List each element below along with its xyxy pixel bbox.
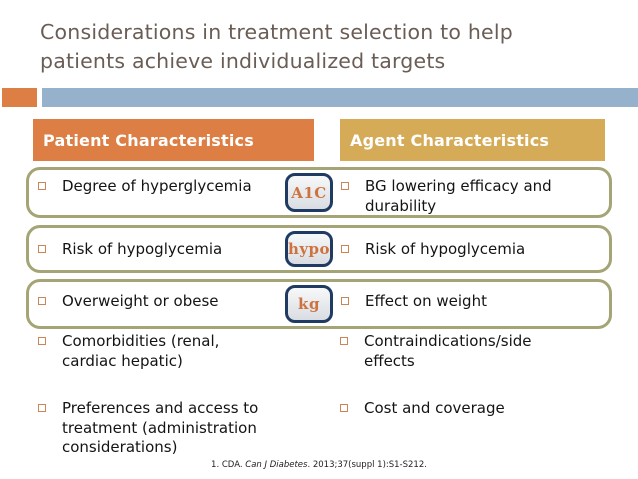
patient-item-text: Risk of hypoglycemia bbox=[62, 240, 223, 258]
patient-header-label: Patient Characteristics bbox=[43, 130, 254, 150]
slide-title-line2: patients achieve individualized targets bbox=[40, 49, 446, 73]
bullet-square-icon bbox=[38, 404, 46, 412]
agent-item-text: BG lowering efficacy and durability bbox=[365, 177, 552, 215]
agent-item: BG lowering efficacy and durability bbox=[341, 177, 569, 216]
bullet-square-icon bbox=[38, 297, 46, 305]
agent-item-text: Risk of hypoglycemia bbox=[365, 240, 526, 258]
agent-item: Cost and coverage bbox=[340, 399, 568, 419]
bullet-square-icon bbox=[340, 337, 348, 345]
patient-item: Preferences and access to treatment (adm… bbox=[38, 399, 276, 458]
patient-item: Comorbidities (renal, cardiac hepatic) bbox=[38, 332, 276, 371]
agent-item-text: Contraindications/side effects bbox=[364, 332, 532, 370]
bullet-square-icon bbox=[341, 297, 349, 305]
agent-item: Effect on weight bbox=[341, 292, 569, 312]
a1c-badge: A1C bbox=[285, 173, 333, 212]
patient-item: Degree of hyperglycemia bbox=[38, 177, 276, 197]
bullet-square-icon bbox=[38, 337, 46, 345]
agent-item: Contraindications/side effects bbox=[340, 332, 568, 371]
patient-characteristics-header: Patient Characteristics bbox=[33, 119, 314, 161]
kg-badge-label: kg bbox=[298, 295, 320, 313]
patient-item-text: Comorbidities (renal, cardiac hepatic) bbox=[62, 332, 220, 370]
slide-title: Considerations in treatment selection to… bbox=[40, 18, 615, 76]
citation-prefix: 1. CDA. bbox=[211, 460, 246, 470]
comparison-row-hypoglycemia: Risk of hypoglycemia hypo Risk of hypogl… bbox=[26, 225, 612, 273]
comparison-row-hyperglycemia: Degree of hyperglycemia A1C BG lowering … bbox=[26, 167, 612, 218]
bullet-square-icon bbox=[341, 245, 349, 253]
agent-item-text: Cost and coverage bbox=[364, 399, 505, 417]
patient-item: Risk of hypoglycemia bbox=[38, 240, 276, 260]
bullet-square-icon bbox=[38, 245, 46, 253]
comparison-row-comorbidities: Comorbidities (renal, cardiac hepatic) C… bbox=[26, 330, 612, 392]
patient-item-text: Degree of hyperglycemia bbox=[62, 177, 252, 195]
kg-badge: kg bbox=[285, 285, 333, 323]
bullet-square-icon bbox=[341, 182, 349, 190]
agent-item-text: Effect on weight bbox=[365, 292, 487, 310]
patient-item-text: Preferences and access to treatment (adm… bbox=[62, 399, 259, 456]
patient-item-text: Overweight or obese bbox=[62, 292, 219, 310]
blue-accent-bar bbox=[42, 88, 638, 107]
hypo-badge-label: hypo bbox=[287, 240, 331, 258]
agent-header-label: Agent Characteristics bbox=[350, 130, 550, 150]
hypo-badge: hypo bbox=[285, 231, 333, 267]
comparison-row-weight: Overweight or obese kg Effect on weight bbox=[26, 279, 612, 329]
citation-journal: Can J Diabetes bbox=[245, 460, 308, 470]
bullet-square-icon bbox=[38, 182, 46, 190]
slide-title-line1: Considerations in treatment selection to… bbox=[40, 20, 513, 44]
patient-item: Overweight or obese bbox=[38, 292, 276, 312]
bullet-square-icon bbox=[340, 404, 348, 412]
comparison-row-preferences: Preferences and access to treatment (adm… bbox=[26, 396, 612, 462]
citation-suffix: . 2013;37(suppl 1):S1-S212. bbox=[307, 460, 427, 470]
orange-accent-square bbox=[2, 88, 37, 107]
a1c-badge-label: A1C bbox=[291, 183, 327, 202]
agent-item: Risk of hypoglycemia bbox=[341, 240, 569, 260]
agent-characteristics-header: Agent Characteristics bbox=[340, 119, 605, 161]
citation-footer: 1. CDA. Can J Diabetes. 2013;37(suppl 1)… bbox=[0, 460, 638, 470]
